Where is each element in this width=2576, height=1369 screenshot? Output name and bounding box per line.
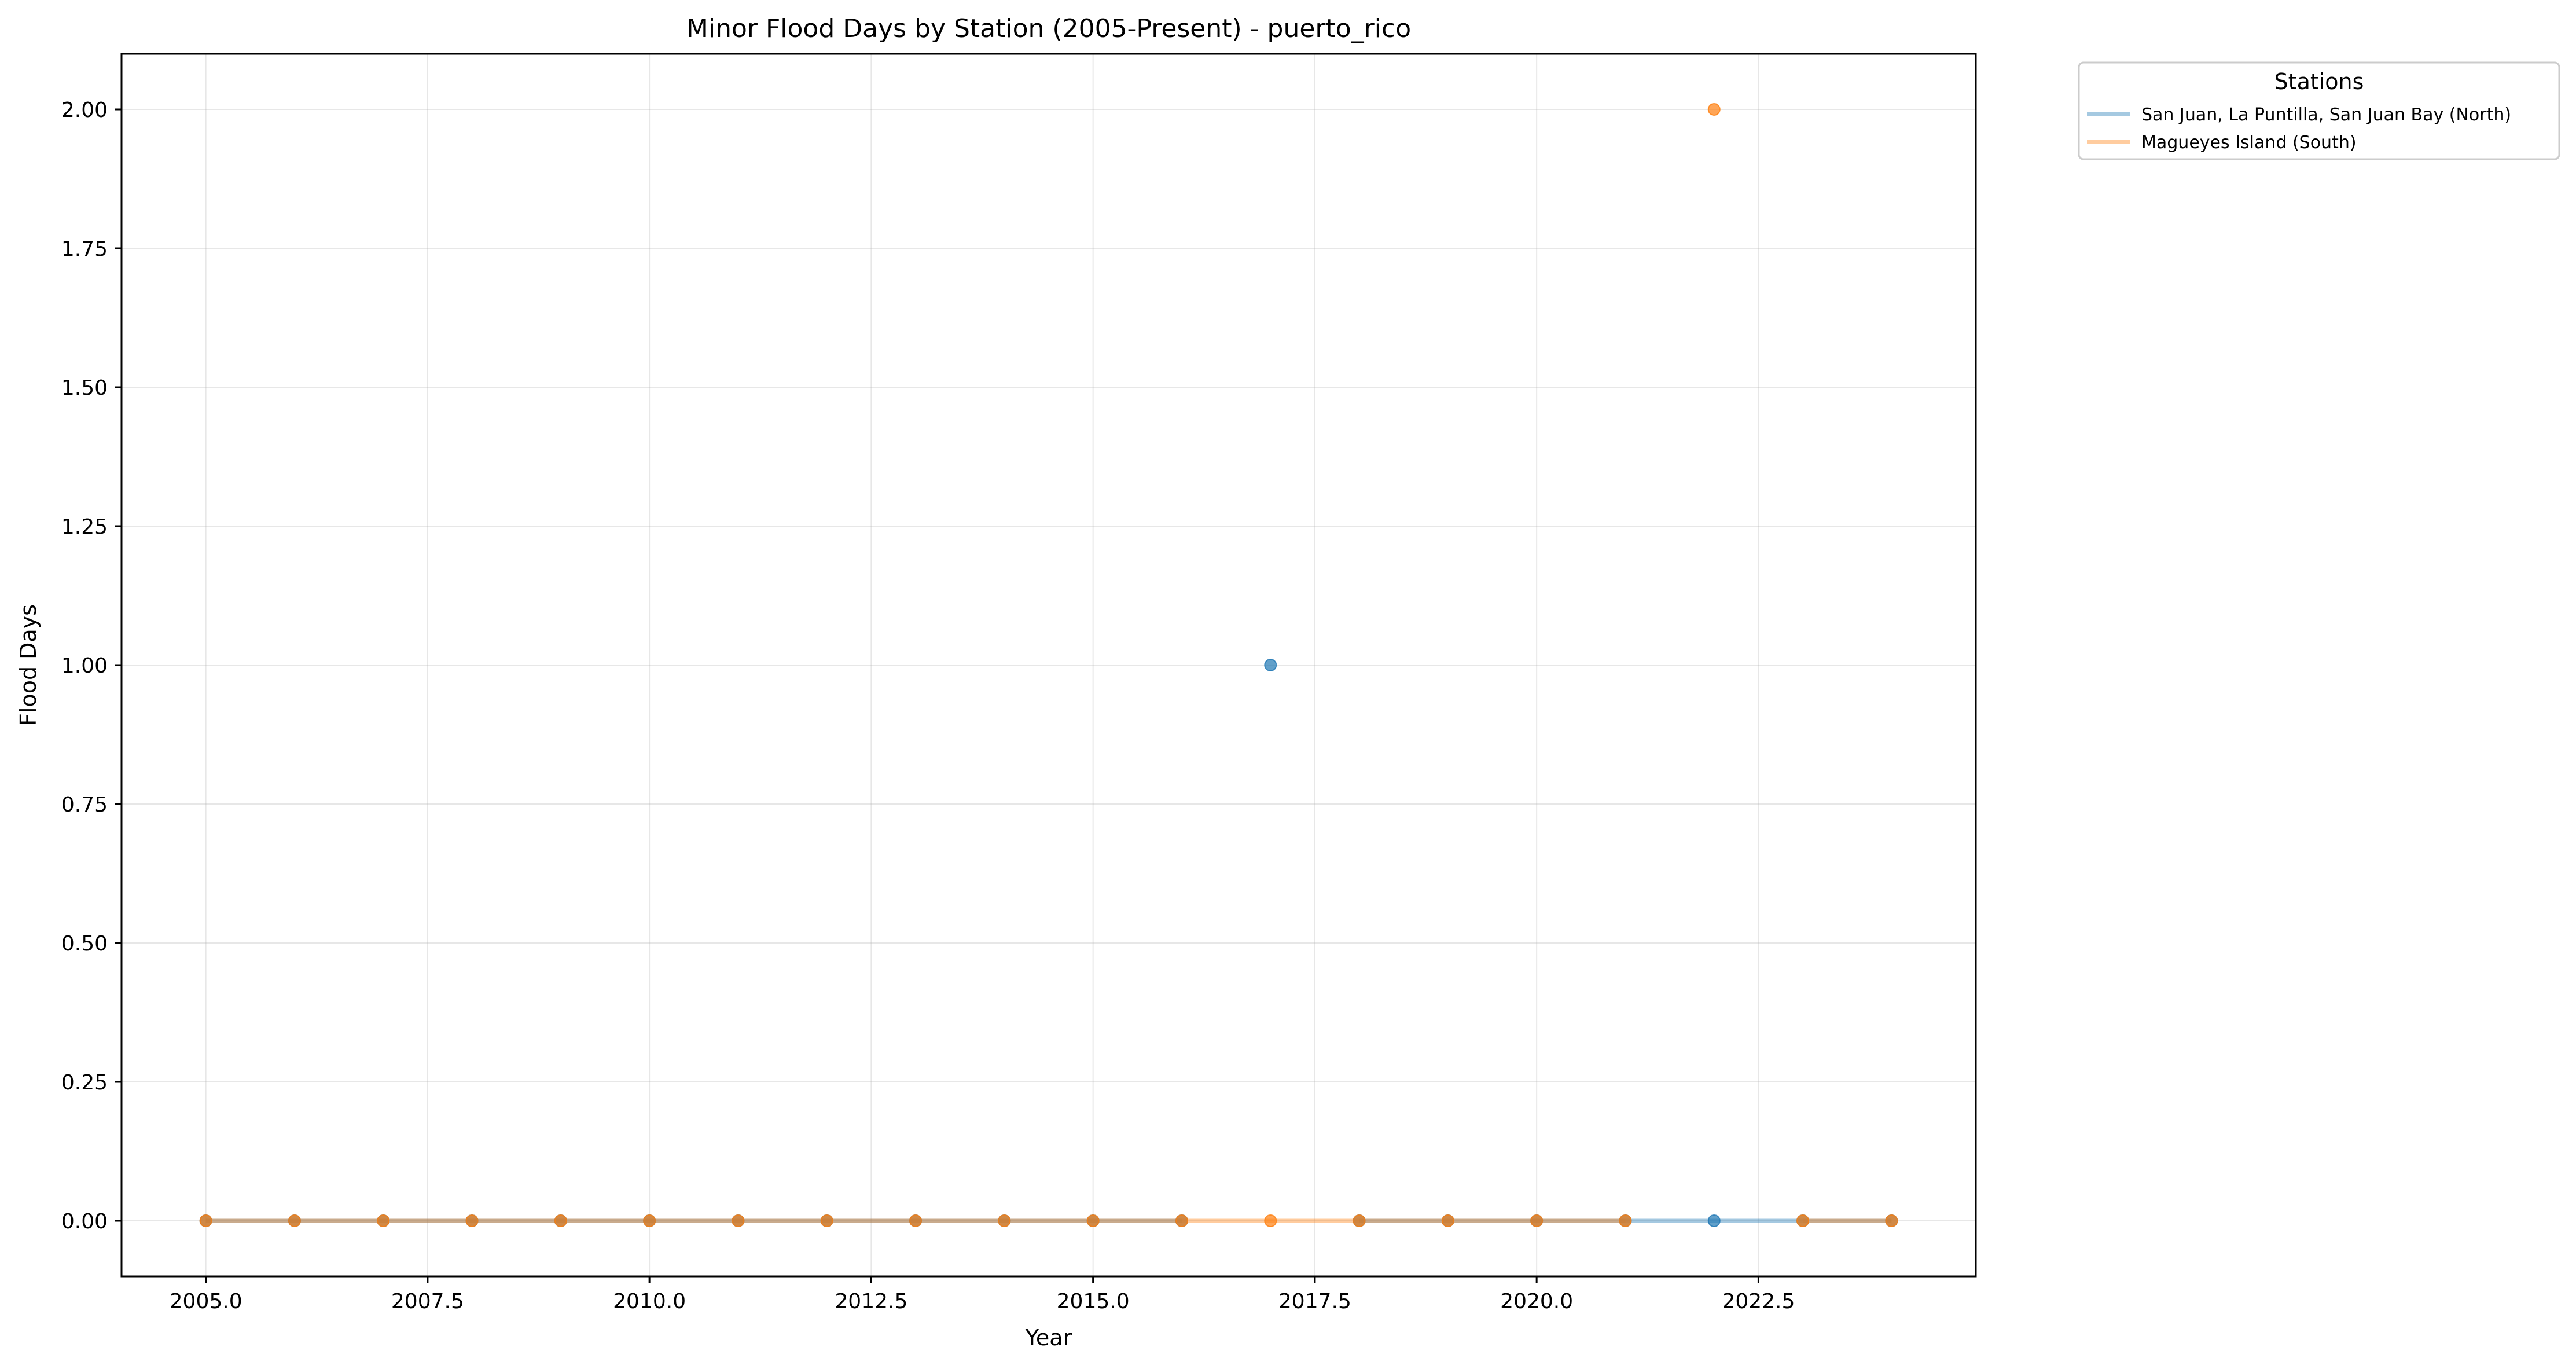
series-point-south bbox=[288, 1214, 301, 1227]
series-point-south bbox=[909, 1214, 923, 1227]
series-point-south bbox=[643, 1214, 656, 1227]
series-point-south bbox=[377, 1214, 390, 1227]
y-tick-label: 0.25 bbox=[61, 1071, 108, 1095]
series-point-south bbox=[465, 1214, 479, 1227]
grid bbox=[122, 54, 1976, 1276]
series-point-south bbox=[554, 1214, 567, 1227]
y-tick-label: 1.25 bbox=[61, 515, 108, 539]
y-tick-label: 2.00 bbox=[61, 98, 108, 122]
y-tick-label: 1.75 bbox=[61, 237, 108, 261]
series-point-south bbox=[1885, 1214, 1898, 1227]
y-axis-label: Flood Days bbox=[16, 604, 41, 726]
y-tick-label: 0.75 bbox=[61, 793, 108, 817]
x-tick-label: 2020.0 bbox=[1500, 1290, 1573, 1313]
series-point-south bbox=[732, 1214, 745, 1227]
x-tick-label: 2007.5 bbox=[391, 1290, 464, 1313]
x-tick-label: 2012.5 bbox=[835, 1290, 907, 1313]
series-point-south bbox=[1707, 103, 1721, 116]
series-point-south bbox=[199, 1214, 212, 1227]
legend-label-south: Magueyes Island (South) bbox=[2141, 133, 2357, 153]
x-tick-label: 2022.5 bbox=[1722, 1290, 1795, 1313]
y-tick-label: 1.00 bbox=[61, 654, 108, 678]
series-point-south bbox=[998, 1214, 1011, 1227]
chart-title: Minor Flood Days by Station (2005-Presen… bbox=[686, 14, 1411, 43]
series-point-south bbox=[1796, 1214, 1810, 1227]
series-points bbox=[199, 103, 1898, 1227]
series-point-south bbox=[1353, 1214, 1366, 1227]
series-point-south bbox=[1530, 1214, 1544, 1227]
y-tick-label: 0.50 bbox=[61, 932, 108, 956]
series-point-south bbox=[1086, 1214, 1100, 1227]
legend-label-north: San Juan, La Puntilla, San Juan Bay (Nor… bbox=[2141, 105, 2511, 125]
x-axis-label: Year bbox=[1025, 1325, 1072, 1350]
x-tick-label: 2017.5 bbox=[1278, 1290, 1351, 1313]
x-tick-label: 2015.0 bbox=[1057, 1290, 1130, 1313]
legend-box bbox=[2078, 61, 2560, 160]
legend-title: Stations bbox=[2274, 69, 2364, 94]
y-tick-label: 0.00 bbox=[61, 1210, 108, 1234]
series-point-south bbox=[1264, 1214, 1277, 1227]
legend: Stations San Juan, La Puntilla, San Juan… bbox=[2078, 61, 2560, 160]
series-point-north bbox=[1707, 1214, 1721, 1227]
series-point-south bbox=[820, 1214, 833, 1227]
series-point-south bbox=[1441, 1214, 1454, 1227]
x-tick-label: 2005.0 bbox=[170, 1290, 242, 1313]
x-tick-label: 2010.0 bbox=[613, 1290, 686, 1313]
x-axis: 2005.0 2007.5 2010.0 2012.5 2015.0 2017.5 2020… bbox=[170, 1276, 1795, 1313]
series-point-north bbox=[1264, 659, 1277, 671]
y-axis: 0.00 0.25 0.50 0.75 1.00 1.25 1.50 1.75 2.00 bbox=[61, 98, 122, 1234]
y-tick-label: 1.50 bbox=[61, 376, 108, 400]
series-point-south bbox=[1175, 1214, 1188, 1227]
series-point-south bbox=[1619, 1214, 1632, 1227]
